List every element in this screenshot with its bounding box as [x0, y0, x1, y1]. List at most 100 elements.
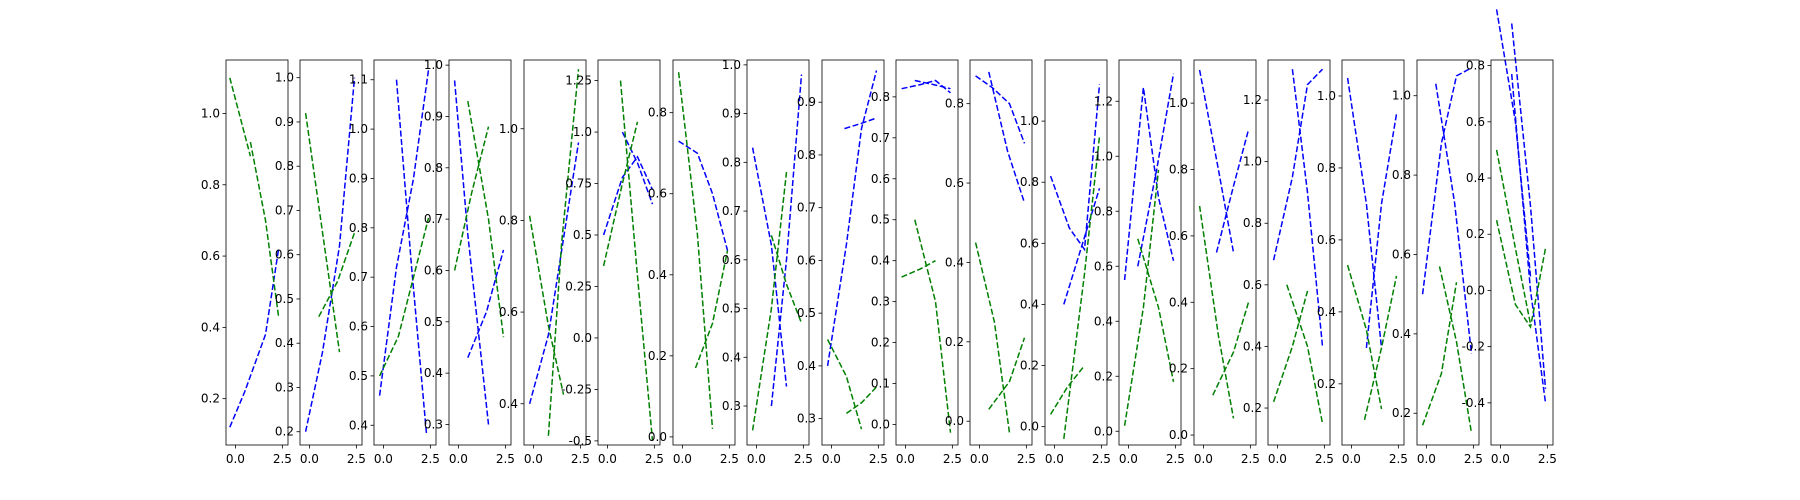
panel-17-green-line-3	[1421, 282, 1458, 426]
y-tick-label: 0.1	[871, 377, 890, 391]
y-tick-label: 0.6	[871, 172, 890, 186]
panel-7: 0.0 0.2 0.4 0.6 0.8 0.0 2.5	[648, 59, 739, 466]
y-tick-label: 0.2	[1243, 401, 1262, 415]
x-tick-label: 2.5	[421, 452, 440, 466]
x-tick-label: 2.5	[869, 452, 888, 466]
y-tick-label: 0.2	[1094, 369, 1113, 383]
y-tick-label: 0.3	[871, 295, 890, 309]
panel-13-green-line-3	[1123, 169, 1160, 426]
y-tick-label: 0.5	[871, 213, 890, 227]
panel-9-green-line-3	[826, 339, 863, 430]
y-tick-label: 0.8	[1392, 168, 1411, 182]
panel-12-green-line-3	[1049, 365, 1086, 415]
y-tick-label: 0.6	[1317, 233, 1336, 247]
x-tick-label: 0.0	[1342, 452, 1361, 466]
y-tick-label: 1.0	[722, 58, 741, 72]
x-tick-label: 0.0	[1194, 452, 1213, 466]
y-tick-label: 0.6	[1243, 278, 1262, 292]
y-tick-label: 0.0	[1020, 420, 1039, 434]
panel-14: 0.0 0.2 0.4 0.6 0.8 1.0 0.0 2.5	[1169, 59, 1260, 466]
y-tick-label: 0.6	[275, 248, 294, 262]
panel-frame	[1341, 59, 1405, 446]
y-tick-label: 1.2	[1094, 94, 1113, 108]
panel-13-green-line-4	[1137, 238, 1175, 382]
y-tick-label: 0.6	[945, 176, 964, 190]
panel-16-green-line-4	[1363, 275, 1398, 420]
panel-frame	[299, 59, 363, 446]
y-tick-label: 1.0	[1094, 149, 1113, 163]
y-tick-label: 0.4	[1169, 295, 1188, 309]
y-tick-label: 0.4	[499, 397, 518, 411]
panel-4-green-line-4	[467, 100, 505, 338]
x-tick-label: 0.0	[1491, 452, 1510, 466]
y-tick-label: 1.1	[349, 73, 368, 87]
panel-16-blue-line-2	[1365, 113, 1398, 348]
x-tick-label: 0.0	[226, 452, 245, 466]
y-tick-label: 0.9	[349, 171, 368, 185]
panel-1-green-line-2	[229, 77, 252, 157]
panel-11-green-line-4	[988, 337, 1026, 410]
y-tick-label: 1.0	[275, 71, 294, 85]
panel-9-blue-line-1	[826, 70, 878, 367]
y-tick-label: 0.4	[1243, 339, 1262, 353]
panel-6-blue-line-2	[621, 131, 654, 205]
x-tick-label: 2.5	[1166, 452, 1185, 466]
x-tick-label: 0.0	[1268, 452, 1287, 466]
y-tick-label: 0.6	[349, 320, 368, 334]
x-tick-label: 0.0	[300, 452, 319, 466]
y-tick-label: 0.3	[275, 380, 294, 394]
y-tick-label: 0.7	[722, 204, 741, 218]
y-tick-label: 0.6	[424, 263, 443, 277]
panel-15: 0.2 0.4 0.6 0.8 1.0 1.2 0.0 2.5	[1243, 59, 1334, 466]
y-tick-label: 0.4	[722, 350, 741, 364]
x-tick-label: 2.5	[1464, 452, 1483, 466]
x-tick-label: 0.0	[1417, 452, 1436, 466]
panel-frame	[1416, 59, 1480, 446]
y-tick-label: 1.0	[1020, 114, 1039, 128]
panel-13-blue-line-1	[1123, 87, 1175, 281]
panel-frame	[1193, 59, 1257, 446]
panel-12-blue-line-1	[1049, 84, 1101, 252]
panel-17-blue-line-1	[1421, 67, 1472, 295]
y-tick-label: 0.4	[648, 268, 667, 282]
y-tick-label: 0.9	[797, 95, 816, 109]
panel-5-blue-line-1	[528, 142, 580, 404]
panel-12-blue-line-2	[1063, 188, 1101, 305]
panel-17-green-line-4	[1438, 266, 1473, 434]
y-tick-label: 0.8	[424, 161, 443, 175]
y-tick-label: 0.8	[201, 178, 220, 192]
y-tick-label: 0.8	[1466, 59, 1485, 73]
panel-9: 0.3 0.4 0.5 0.6 0.7 0.8 0.9 0.0 2.5	[797, 59, 888, 466]
panel-12: 0.0 0.2 0.4 0.6 0.8 1.0 0.0 2.5	[1020, 59, 1111, 466]
x-tick-label: 0.0	[673, 452, 692, 466]
y-tick-label: 0.2	[1020, 359, 1039, 373]
panel-frame	[1118, 59, 1182, 446]
panel-8-green-line-4	[770, 235, 803, 324]
panel-frame	[1490, 59, 1554, 446]
y-tick-label: 1.0	[1317, 89, 1336, 103]
panel-frame	[225, 59, 289, 446]
y-tick-label: 0.4	[797, 359, 816, 373]
panel-8: 0.3 0.4 0.5 0.6 0.7 0.8 0.9 1.0 0.0 2.5	[722, 58, 813, 466]
panel-14-green-line-4	[1212, 302, 1250, 396]
x-tick-label: 2.5	[645, 452, 664, 466]
panel-11-blue-line-1	[975, 75, 1026, 144]
y-tick-label: 0.8	[499, 213, 518, 227]
panel-frame	[672, 59, 736, 446]
y-tick-label: 1.0	[201, 106, 220, 120]
panel-18: -0.4 -0.2 0.0 0.2 0.4 0.6 0.8 0.0 2.5	[1462, 9, 1557, 466]
panel-8-blue-line-2	[770, 74, 803, 407]
panel-10: 0.0 0.1 0.2 0.3 0.4 0.5 0.6 0.7 0.8 0.0 2.5	[871, 59, 962, 466]
panel-15-blue-line-2	[1291, 69, 1324, 347]
panel-frame	[1044, 59, 1108, 446]
y-tick-label: 1.2	[1243, 93, 1262, 107]
y-tick-label: 0.3	[722, 399, 741, 413]
panel-4-green-line-3	[453, 126, 490, 271]
x-tick-label: 2.5	[1241, 452, 1260, 466]
y-tick-label: 0.5	[722, 302, 741, 316]
y-tick-label: 0.7	[797, 201, 816, 215]
y-tick-label: 0.8	[797, 148, 816, 162]
panel-6-green-line-4	[619, 80, 654, 441]
panel-12-green-line-4	[1063, 136, 1101, 439]
